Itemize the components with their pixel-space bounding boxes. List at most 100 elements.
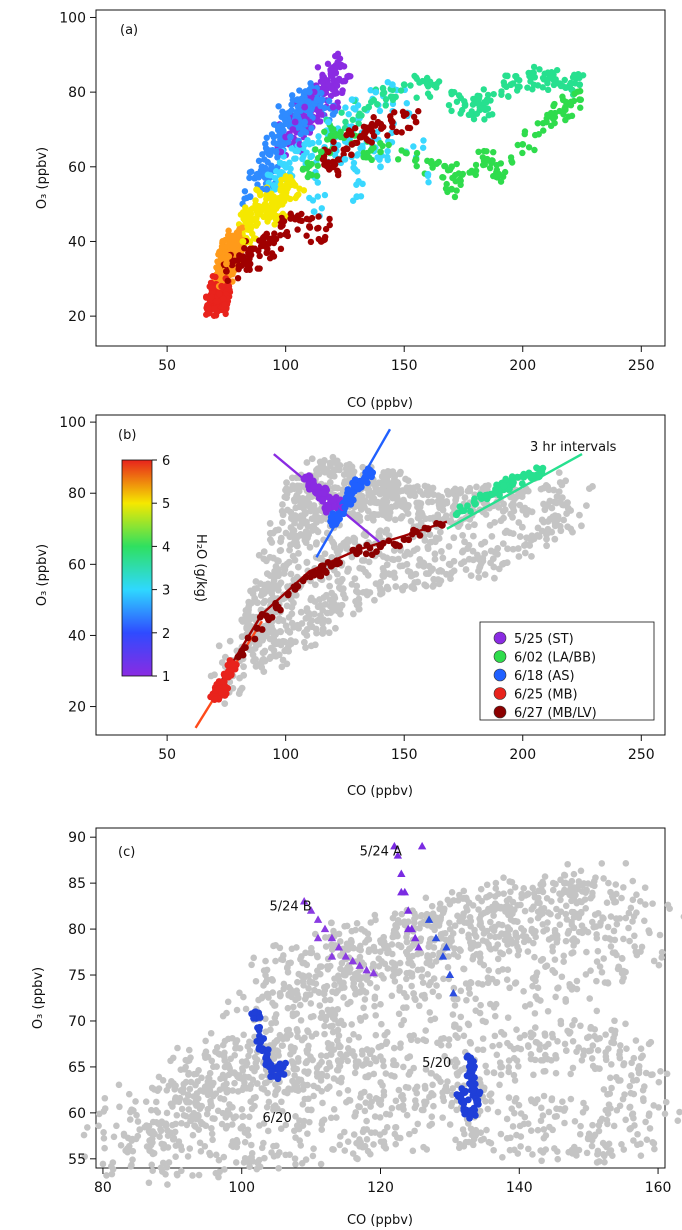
- data-point: [385, 141, 392, 149]
- data-point: [422, 1027, 429, 1034]
- data-point: [80, 1131, 88, 1139]
- data-point: [562, 888, 570, 896]
- data-point: [390, 966, 397, 973]
- panel-b-x-ticks: 50 100 150 200 250: [158, 735, 655, 763]
- data-point: [360, 1004, 367, 1012]
- data-point: [645, 927, 653, 934]
- data-point: [453, 187, 460, 194]
- data-point: [136, 1126, 144, 1133]
- data-point: [296, 141, 304, 148]
- data-point: [504, 1014, 512, 1021]
- data-point: [567, 525, 575, 533]
- data-point: [618, 894, 625, 902]
- data-point: [323, 162, 330, 170]
- data-point: [324, 503, 332, 512]
- data-point: [371, 1113, 379, 1120]
- data-point: [329, 496, 337, 504]
- data-point: [353, 181, 360, 188]
- data-point: [324, 60, 332, 68]
- data-point: [266, 572, 274, 579]
- data-point: [174, 1044, 181, 1052]
- data-point: [607, 936, 615, 944]
- data-point: [540, 1126, 548, 1133]
- data-point: [545, 1108, 553, 1116]
- data-point: [514, 1150, 522, 1157]
- data-point: [509, 545, 517, 553]
- data-point: [317, 148, 325, 156]
- data-point: [252, 578, 260, 585]
- data-point: [234, 230, 242, 238]
- data-point: [483, 881, 491, 889]
- data-point: [311, 598, 319, 605]
- data-point: [264, 158, 271, 166]
- data-point: [128, 1161, 135, 1169]
- data-point: [543, 118, 550, 126]
- data-point: [490, 90, 497, 98]
- data-point: [594, 1147, 602, 1155]
- data-point: [408, 970, 416, 977]
- data-point: [233, 1006, 241, 1014]
- colorbar-gradient: [121, 459, 153, 677]
- data-point: [212, 1169, 220, 1177]
- data-point: [544, 1007, 552, 1015]
- data-point: [514, 545, 522, 552]
- data-point: [551, 1145, 558, 1152]
- data-point: [584, 880, 592, 887]
- data-point: [100, 1129, 107, 1136]
- data-point: [266, 214, 273, 222]
- data-point: [400, 1004, 407, 1011]
- data-point: [511, 1097, 519, 1105]
- data-point: [457, 1013, 465, 1021]
- data-point: [278, 507, 286, 515]
- data-point: [339, 585, 347, 593]
- data-point: [556, 522, 564, 530]
- data-point: [430, 1102, 437, 1110]
- data-point: [197, 1118, 205, 1126]
- data-point: [494, 890, 502, 898]
- data-point: [330, 927, 337, 935]
- data-point: [334, 58, 342, 66]
- data-point: [328, 553, 336, 561]
- data-point: [435, 501, 443, 509]
- data-point: [477, 885, 485, 893]
- data-point: [374, 118, 382, 126]
- data-point: [210, 312, 218, 319]
- data-point: [272, 631, 279, 638]
- data-point: [642, 1118, 649, 1126]
- data-point: [550, 102, 557, 110]
- data-point: [329, 560, 337, 568]
- data-point: [509, 1123, 517, 1130]
- data-point: [329, 453, 337, 461]
- data-point: [334, 484, 341, 492]
- data-point: [306, 110, 314, 118]
- data-point: [246, 1113, 253, 1121]
- data-point: [380, 496, 387, 504]
- data-point: [566, 81, 574, 89]
- data-point: [499, 966, 506, 973]
- data-point: [613, 920, 621, 928]
- data-point: [491, 1012, 499, 1020]
- data-point: [549, 115, 557, 123]
- data-point: [254, 186, 261, 194]
- data-point: [526, 72, 533, 80]
- y-tick-label: 20: [68, 700, 86, 716]
- data-point: [483, 1126, 490, 1134]
- data-point: [439, 1114, 446, 1121]
- data-point: [221, 301, 228, 309]
- data-point: [301, 475, 309, 483]
- data-point: [263, 230, 271, 238]
- data-point: [436, 900, 444, 908]
- data-point: [607, 943, 615, 950]
- data-point: [317, 238, 325, 245]
- data-point: [588, 892, 596, 900]
- legend-label: 6/18 (AS): [514, 669, 575, 684]
- data-point: [282, 120, 289, 128]
- data-point: [444, 964, 452, 971]
- data-point: [512, 938, 520, 946]
- data-point: [236, 989, 243, 997]
- data-point: [502, 72, 509, 79]
- data-point: [348, 96, 356, 103]
- data-point: [297, 608, 305, 616]
- data-point: [304, 159, 311, 166]
- data-point: [279, 656, 287, 664]
